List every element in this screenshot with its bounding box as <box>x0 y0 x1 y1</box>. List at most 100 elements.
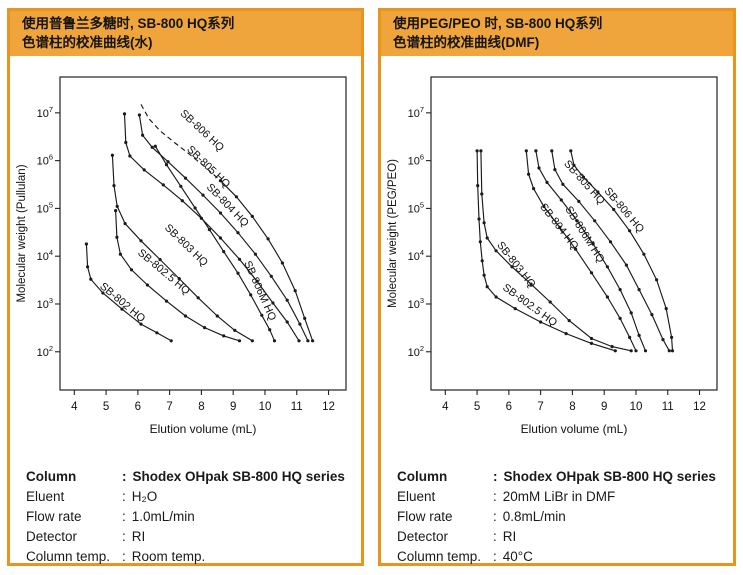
data-point-marker <box>612 208 616 212</box>
condition-colon <box>122 547 126 567</box>
condition-colon <box>122 507 126 527</box>
data-point-marker <box>124 141 128 145</box>
condition-label: Column <box>26 469 77 485</box>
data-point-marker <box>155 331 159 335</box>
data-point-marker <box>139 322 143 327</box>
data-point-marker <box>115 235 119 240</box>
data-point-marker <box>655 278 659 282</box>
condition-row: Column temp. 40°C <box>397 547 733 567</box>
data-point-marker <box>183 314 188 318</box>
y-tick-label: 105 <box>408 201 424 216</box>
data-point-marker <box>260 314 264 318</box>
curve-label: SB-803 HQ <box>162 222 210 269</box>
data-point-marker <box>89 277 93 282</box>
data-point-marker <box>577 200 581 204</box>
curve-dashed-segment <box>140 104 221 182</box>
data-point-marker <box>480 192 484 196</box>
panel-pegpeo-dmf: 使用PEG/PEO 时, SB-800 HQ系列 色谱柱的校准曲线(DMF) 4… <box>378 8 736 566</box>
data-point-marker <box>480 259 484 263</box>
data-point-marker <box>161 183 165 187</box>
y-tick-label: 107 <box>37 105 53 120</box>
panel-pullulan-water: 使用普鲁兰多糖时, SB-800 HQ系列 色谱柱的校准曲线(水) 4 5 6 7 8 9… <box>7 8 364 566</box>
data-point-marker <box>670 349 675 353</box>
data-point-marker <box>529 282 533 287</box>
data-point-marker <box>650 313 654 317</box>
condition-colon <box>122 487 126 507</box>
data-point-marker <box>177 277 181 281</box>
data-point-marker <box>605 265 609 269</box>
curve-label: SB-805 HQ <box>561 158 607 207</box>
data-point-marker <box>589 271 594 275</box>
data-point-marker <box>293 289 297 293</box>
curve-line <box>85 244 172 342</box>
data-point-marker <box>218 236 223 240</box>
data-point-marker <box>485 236 489 240</box>
data-point-marker <box>575 219 579 223</box>
data-point-marker <box>534 149 538 153</box>
data-point-marker <box>475 149 479 153</box>
x-tick-label: 5 <box>474 401 480 413</box>
chart-svg: 4 5 6 7 8 9 10 11 12 102 103 104 105 106 107 Molecular … <box>16 76 347 436</box>
data-point-marker <box>120 307 124 312</box>
data-point-marker <box>203 326 207 330</box>
data-point-marker <box>637 334 641 338</box>
panel-title-bar: 使用普鲁兰多糖时, SB-800 HQ系列 色谱柱的校准曲线(水) <box>10 11 361 57</box>
condition-row: Detector RI <box>26 527 361 547</box>
data-point-marker <box>169 339 173 343</box>
data-point-marker <box>250 215 254 219</box>
data-point-marker <box>86 265 90 269</box>
condition-colon <box>122 467 127 487</box>
data-point-marker <box>482 221 486 225</box>
data-point-marker <box>605 295 609 299</box>
condition-row: Flow rate 1.0mL/min <box>26 507 361 527</box>
curve-label: SB-802.5 HQ <box>135 247 192 297</box>
data-point-marker <box>128 154 132 158</box>
condition-colon <box>493 547 497 567</box>
condition-value: Shodex OHpak SB-800 HQ series <box>132 469 345 485</box>
data-point-marker <box>196 296 200 300</box>
data-point-marker <box>266 237 270 241</box>
condition-row: Detector RI <box>397 527 733 547</box>
data-point-marker <box>122 112 127 116</box>
curve-line <box>115 210 240 342</box>
data-point-marker <box>532 187 536 191</box>
panel-title-line1: 使用普鲁兰多糖时, SB-800 HQ系列 <box>22 16 235 31</box>
x-tick-label: 8 <box>198 401 204 413</box>
data-point-marker <box>236 231 240 235</box>
data-point-marker <box>637 288 641 292</box>
data-point-marker <box>145 283 149 287</box>
data-point-marker <box>634 349 638 353</box>
data-point-marker <box>255 279 259 284</box>
curve-label: SB-806 HQ <box>178 108 227 154</box>
data-point-marker <box>513 307 517 311</box>
x-tick-label: 6 <box>506 401 512 413</box>
data-point-marker <box>548 300 552 304</box>
conditions-table: Column Shodex OHpak SB-800 HQ series Eluen… <box>26 467 361 567</box>
data-point-marker <box>237 339 242 343</box>
panel-title-bar: 使用PEG/PEO 时, SB-800 HQ系列 色谱柱的校准曲线(DMF) <box>381 11 733 57</box>
data-point-marker <box>306 339 310 343</box>
x-tick-label: 9 <box>230 401 236 413</box>
conditions-table: Column Shodex OHpak SB-800 HQ series Eluen… <box>397 467 733 567</box>
condition-row: Column Shodex OHpak SB-800 HQ series <box>26 467 361 487</box>
condition-label: Column <box>397 469 448 485</box>
data-point-marker <box>629 311 633 315</box>
data-point-marker <box>591 242 595 246</box>
data-point-marker <box>642 252 646 257</box>
data-point-marker <box>280 261 284 265</box>
condition-row: Column Shodex OHpak SB-800 HQ series <box>397 467 733 487</box>
condition-colon <box>493 467 498 487</box>
data-point-marker <box>567 319 571 323</box>
data-point-marker <box>303 317 307 321</box>
data-point-marker <box>129 268 134 272</box>
data-point-marker <box>311 339 315 343</box>
data-point-marker <box>510 265 514 269</box>
data-point-marker <box>153 144 157 149</box>
x-tick-label: 11 <box>291 401 303 413</box>
y-tick-label: 104 <box>408 249 424 264</box>
data-point-marker <box>272 339 277 343</box>
data-point-marker <box>618 317 622 321</box>
data-point-marker <box>664 307 668 311</box>
condition-row: Column temp. Room temp. <box>26 547 361 567</box>
data-point-marker <box>559 198 563 202</box>
